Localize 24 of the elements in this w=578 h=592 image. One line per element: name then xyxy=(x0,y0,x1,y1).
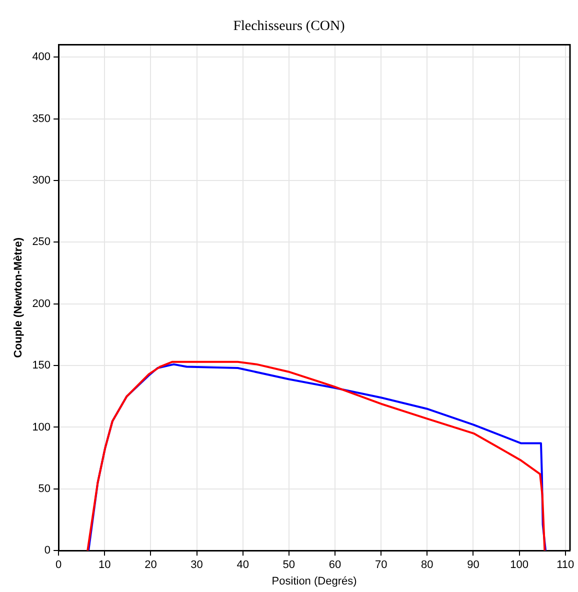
y-axis-title: Couple (Newton-Mètre) xyxy=(12,237,25,358)
y-tick-label: 100 xyxy=(32,421,51,434)
y-tick-label: 400 xyxy=(32,51,51,64)
x-tick-label: 110 xyxy=(556,559,574,572)
x-tick-label: 50 xyxy=(282,559,296,572)
x-tick-label: 100 xyxy=(510,559,528,572)
x-axis-title: Position (Degrés) xyxy=(272,575,357,588)
chart-title: Flechisseurs (CON) xyxy=(233,19,346,34)
x-tick-label: 70 xyxy=(374,559,388,572)
x-tick-label: 80 xyxy=(421,559,434,572)
y-tick-label: 250 xyxy=(32,236,51,248)
y-tick-label: 150 xyxy=(32,360,51,372)
y-tick-label: 300 xyxy=(32,174,51,187)
y-tick-label: 50 xyxy=(38,482,51,495)
x-tick-label: 0 xyxy=(55,559,62,572)
x-tick-label: 60 xyxy=(328,559,342,572)
y-tick-label: 0 xyxy=(44,544,51,557)
x-tick-label: 20 xyxy=(144,559,157,572)
x-tick-label: 10 xyxy=(98,559,111,572)
x-tick-label: 90 xyxy=(467,559,480,572)
y-tick-label: 200 xyxy=(32,298,51,310)
x-tick-label: 40 xyxy=(236,559,249,572)
y-tick-label: 350 xyxy=(32,112,51,125)
x-tick-label: 30 xyxy=(190,559,203,572)
